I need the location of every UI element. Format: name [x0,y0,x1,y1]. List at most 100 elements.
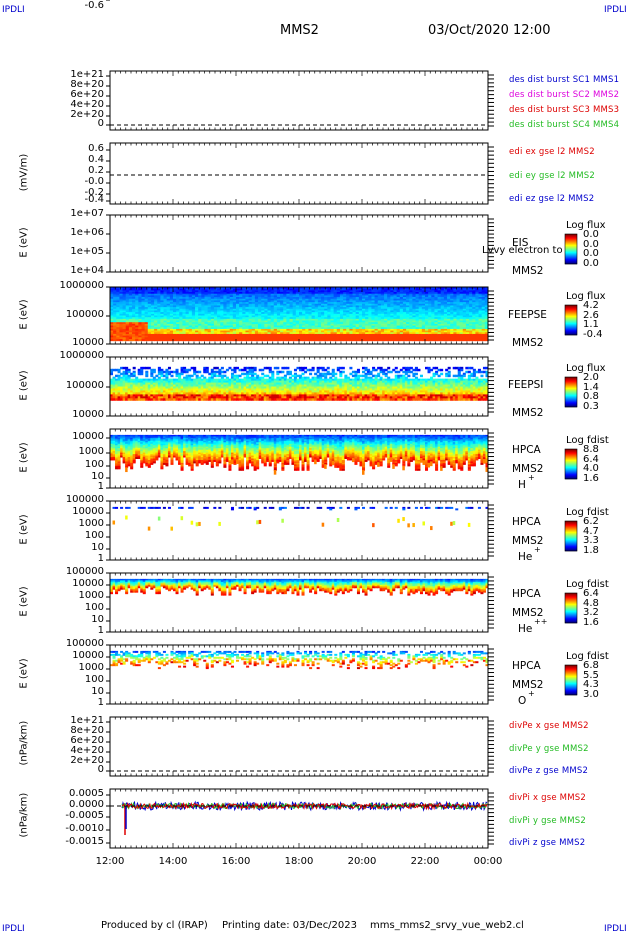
heatmap-cell [434,328,439,332]
heatmap-cell [358,295,363,298]
heatmap-cell [132,315,136,318]
heatmap-cell [406,310,410,313]
heatmap-cell [147,366,151,370]
heatmap-cell [421,328,426,332]
heatmap-cell [339,290,344,293]
heatmap-cell [358,335,363,338]
heatmap-cell [447,327,451,330]
heatmap-cell [384,332,388,335]
heatmap-cell [384,287,388,290]
colorbar-segment [565,311,577,313]
heatmap-cell [122,378,126,382]
heatmap-cell [456,328,461,332]
heatmap-cell [289,325,294,328]
heatmap-cell [384,337,388,340]
heatmap-cell [283,322,287,325]
heatmap-cell [396,328,401,332]
heatmap-cell [195,310,199,313]
heatmap-cell [321,332,325,335]
heatmap-cell [415,335,420,338]
heatmap-cell [409,288,413,291]
heatmap-cell [267,297,272,300]
heatmap-cell [163,312,168,315]
heatmap-cell [333,305,338,308]
heatmap-cell [223,327,228,330]
heatmap-cell [144,308,149,311]
heatmap-cell [198,307,202,310]
heatmap-cell [371,322,376,325]
heatmap-cell [169,287,174,290]
heatmap-cell [232,320,237,323]
heatmap-cell [336,302,341,305]
heatmap-cell [169,310,174,313]
heatmap-cell [254,308,259,311]
heatmap-cell [248,320,253,323]
heatmap-cell [154,305,158,308]
heatmap-cell [223,297,228,300]
heatmap-cell [292,333,297,337]
heatmap-cell [226,310,231,313]
heatmap-cell [176,335,180,338]
heatmap-cell [380,290,385,293]
heatmap-cell [283,297,287,300]
heatmap-cell [185,332,190,335]
heatmap-cell [406,322,410,325]
heatmap-cell [132,320,136,323]
heatmap-cell [258,337,262,340]
heatmap-cell [178,380,182,384]
heatmap-cell [180,368,184,372]
heatmap-cell [163,313,168,316]
heatmap-cell [175,372,179,376]
heatmap-cell [339,303,344,306]
heatmap-cell [283,330,287,333]
heatmap-cell [264,325,268,328]
heatmap-cell [150,332,155,335]
heatmap-cell [475,317,480,320]
heatmap-cell [450,318,454,322]
heatmap-cell [475,325,480,328]
heatmap-cell [339,320,344,323]
heatmap-cell [267,308,272,311]
heatmap-cell [160,368,164,372]
heatmap-cell [132,312,136,315]
heatmap-cell [144,313,149,316]
heatmap-cell [122,313,127,316]
heatmap-cell [150,313,155,316]
heatmap-cell [150,300,155,303]
heatmap-cell [292,295,297,298]
heatmap-cell [314,313,319,316]
heatmap-cell [321,305,325,308]
heatmap-cell [183,366,187,370]
heatmap-cell [145,396,149,399]
heatmap-cell [207,332,212,335]
heatmap-cell [270,333,275,337]
heatmap-cell [406,330,410,333]
heatmap-cell [116,333,120,337]
heatmap-cell [236,287,240,290]
heatmap-cell [178,396,182,399]
heatmap-cell [393,300,398,303]
heatmap-cell [428,307,432,310]
heatmap-cell [462,310,467,313]
heatmap-cell [178,392,182,395]
heatmap-cell [465,310,470,313]
heatmap-cell [152,396,156,399]
heatmap-cell [459,307,464,310]
heatmap-cell [273,307,278,310]
heatmap-cell [261,318,265,322]
heatmap-cell [185,298,190,301]
heatmap-cell [276,315,281,318]
heatmap-cell [440,305,445,308]
heatmap-cell [140,386,144,389]
heatmap-cell [450,333,454,337]
heatmap-cell [198,312,202,315]
heatmap-cell [155,378,159,382]
heatmap-cell [478,305,483,308]
heatmap-cell [292,322,297,325]
heatmap-cell [469,325,473,328]
heatmap-cell [195,287,199,290]
heatmap-cell [324,323,328,327]
heatmap-cell [443,290,448,293]
heatmap-cell [166,310,171,313]
heatmap-cell [210,310,215,313]
